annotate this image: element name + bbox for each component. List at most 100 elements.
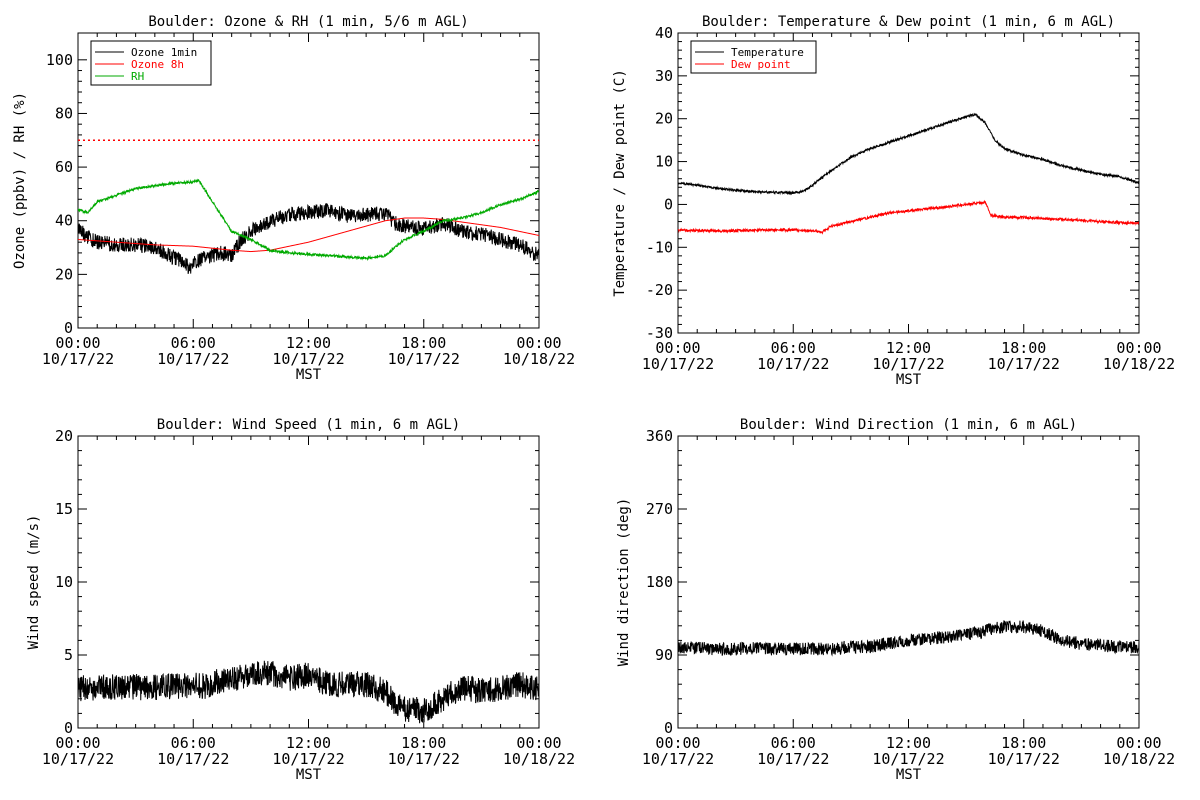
x-tick-date-label: 10/17/22 — [872, 355, 944, 373]
y-axis-label: Ozone (ppbv) / RH (%) — [12, 92, 28, 269]
x-tick-date-label: 10/17/22 — [988, 355, 1060, 373]
series-line-2 — [78, 217, 539, 253]
plot-area — [678, 112, 1139, 235]
y-tick-label: -20 — [646, 281, 673, 299]
y-tick-label: 15 — [55, 500, 73, 518]
x-tick-time-label: 12:00 — [286, 334, 331, 352]
x-tick-time-label: 00:00 — [55, 334, 100, 352]
plot-area — [78, 139, 539, 275]
x-axis-label: MST — [896, 372, 922, 388]
y-tick-label: 40 — [55, 212, 73, 230]
x-tick-date-label: 10/17/22 — [757, 355, 829, 373]
y-tick-label: -30 — [646, 324, 673, 342]
x-tick-time-label: 00:00 — [655, 339, 700, 357]
x-tick-time-label: 00:00 — [516, 734, 561, 752]
x-tick-date-label: 10/18/22 — [1103, 355, 1175, 373]
x-tick-date-label: 10/17/22 — [872, 750, 944, 768]
y-axis-label: Wind direction (deg) — [616, 498, 632, 667]
y-tick-label: 270 — [646, 500, 673, 518]
x-tick-time-label: 06:00 — [171, 334, 216, 352]
chart-title: Boulder: Wind Speed (1 min, 6 m AGL) — [157, 417, 460, 433]
series-line-1 — [678, 620, 1139, 657]
x-tick-time-label: 18:00 — [401, 734, 446, 752]
x-tick-time-label: 06:00 — [771, 339, 816, 357]
x-tick-date-label: 10/17/22 — [42, 350, 114, 368]
x-tick-time-label: 12:00 — [286, 734, 331, 752]
legend-label: Dew point — [731, 58, 791, 71]
x-tick-time-label: 00:00 — [1116, 339, 1161, 357]
y-tick-label: -10 — [646, 238, 673, 256]
y-tick-label: 100 — [46, 51, 73, 69]
chart-title: Boulder: Temperature & Dew point (1 min,… — [702, 14, 1115, 30]
plot-frame — [677, 32, 1140, 334]
chart-title: Boulder: Ozone & RH (1 min, 5/6 m AGL) — [148, 14, 468, 30]
legend-label: Ozone 1min — [131, 46, 197, 59]
y-tick-label: 360 — [646, 427, 673, 445]
y-tick-label: 5 — [64, 646, 73, 664]
series-line-1 — [78, 660, 539, 724]
plot-area — [78, 660, 539, 724]
x-tick-time-label: 12:00 — [886, 734, 931, 752]
x-tick-date-label: 10/17/22 — [272, 750, 344, 768]
x-tick-date-label: 10/17/22 — [388, 750, 460, 768]
y-tick-label: 0 — [664, 719, 673, 737]
series-line-1 — [78, 203, 539, 275]
x-tick-date-label: 10/17/22 — [642, 750, 714, 768]
y-axis-label: Wind speed (m/s) — [26, 515, 42, 650]
chart-panel-3: Boulder: Wind Speed (1 min, 6 m AGL) 0 5 10… — [26, 417, 575, 783]
x-tick-time-label: 00:00 — [55, 734, 100, 752]
legend-label: Ozone 8h — [131, 58, 184, 71]
x-tick-date-label: 10/18/22 — [503, 750, 575, 768]
series-line-3 — [78, 178, 539, 262]
y-tick-label: 60 — [55, 158, 73, 176]
chart-panel-1: Boulder: Ozone & RH (1 min, 5/6 m AGL) 0 2… — [12, 14, 575, 383]
y-tick-label: 0 — [64, 319, 73, 337]
x-tick-time-label: 18:00 — [401, 334, 446, 352]
chart-panel-2: Boulder: Temperature & Dew point (1 min,… — [612, 14, 1175, 388]
x-tick-date-label: 10/17/22 — [157, 350, 229, 368]
x-axis-label: MST — [296, 767, 322, 783]
y-tick-label: 20 — [655, 110, 673, 128]
legend-label: Temperature — [731, 46, 804, 59]
x-tick-time-label: 06:00 — [771, 734, 816, 752]
x-tick-time-label: 18:00 — [1001, 339, 1046, 357]
x-tick-time-label: 00:00 — [516, 334, 561, 352]
x-tick-date-label: 10/17/22 — [42, 750, 114, 768]
y-tick-label: 180 — [646, 573, 673, 591]
y-axis-label: Temperature / Dew point (C) — [612, 69, 628, 297]
legend-box — [690, 40, 817, 74]
y-tick-label: 90 — [655, 646, 673, 664]
series-line-1 — [678, 112, 1139, 196]
chart-title: Boulder: Wind Direction (1 min, 6 m AGL) — [740, 417, 1077, 433]
x-tick-date-label: 10/17/22 — [757, 750, 829, 768]
plot-frame — [677, 435, 1140, 729]
y-tick-label: 0 — [64, 719, 73, 737]
y-tick-label: 30 — [655, 67, 673, 85]
legend-box — [90, 40, 212, 86]
x-tick-time-label: 00:00 — [655, 734, 700, 752]
x-tick-date-label: 10/17/22 — [642, 355, 714, 373]
x-tick-date-label: 10/18/22 — [1103, 750, 1175, 768]
y-tick-label: 0 — [664, 195, 673, 213]
y-tick-label: 10 — [655, 153, 673, 171]
x-tick-date-label: 10/18/22 — [503, 350, 575, 368]
x-tick-date-label: 10/17/22 — [988, 750, 1060, 768]
x-tick-time-label: 06:00 — [171, 734, 216, 752]
series-line-2 — [678, 199, 1139, 235]
x-tick-date-label: 10/17/22 — [157, 750, 229, 768]
x-axis-label: MST — [296, 367, 322, 383]
legend-label: RH — [131, 70, 144, 83]
y-tick-label: 20 — [55, 265, 73, 283]
y-tick-label: 10 — [55, 573, 73, 591]
chart-panel-4: Boulder: Wind Direction (1 min, 6 m AGL)… — [616, 417, 1175, 783]
x-tick-time-label: 12:00 — [886, 339, 931, 357]
y-tick-label: 20 — [55, 427, 73, 445]
x-tick-time-label: 18:00 — [1001, 734, 1046, 752]
x-axis-label: MST — [896, 767, 922, 783]
x-tick-date-label: 10/17/22 — [272, 350, 344, 368]
y-tick-label: 40 — [655, 24, 673, 42]
x-tick-time-label: 00:00 — [1116, 734, 1161, 752]
y-tick-label: 80 — [55, 104, 73, 122]
x-tick-date-label: 10/17/22 — [388, 350, 460, 368]
